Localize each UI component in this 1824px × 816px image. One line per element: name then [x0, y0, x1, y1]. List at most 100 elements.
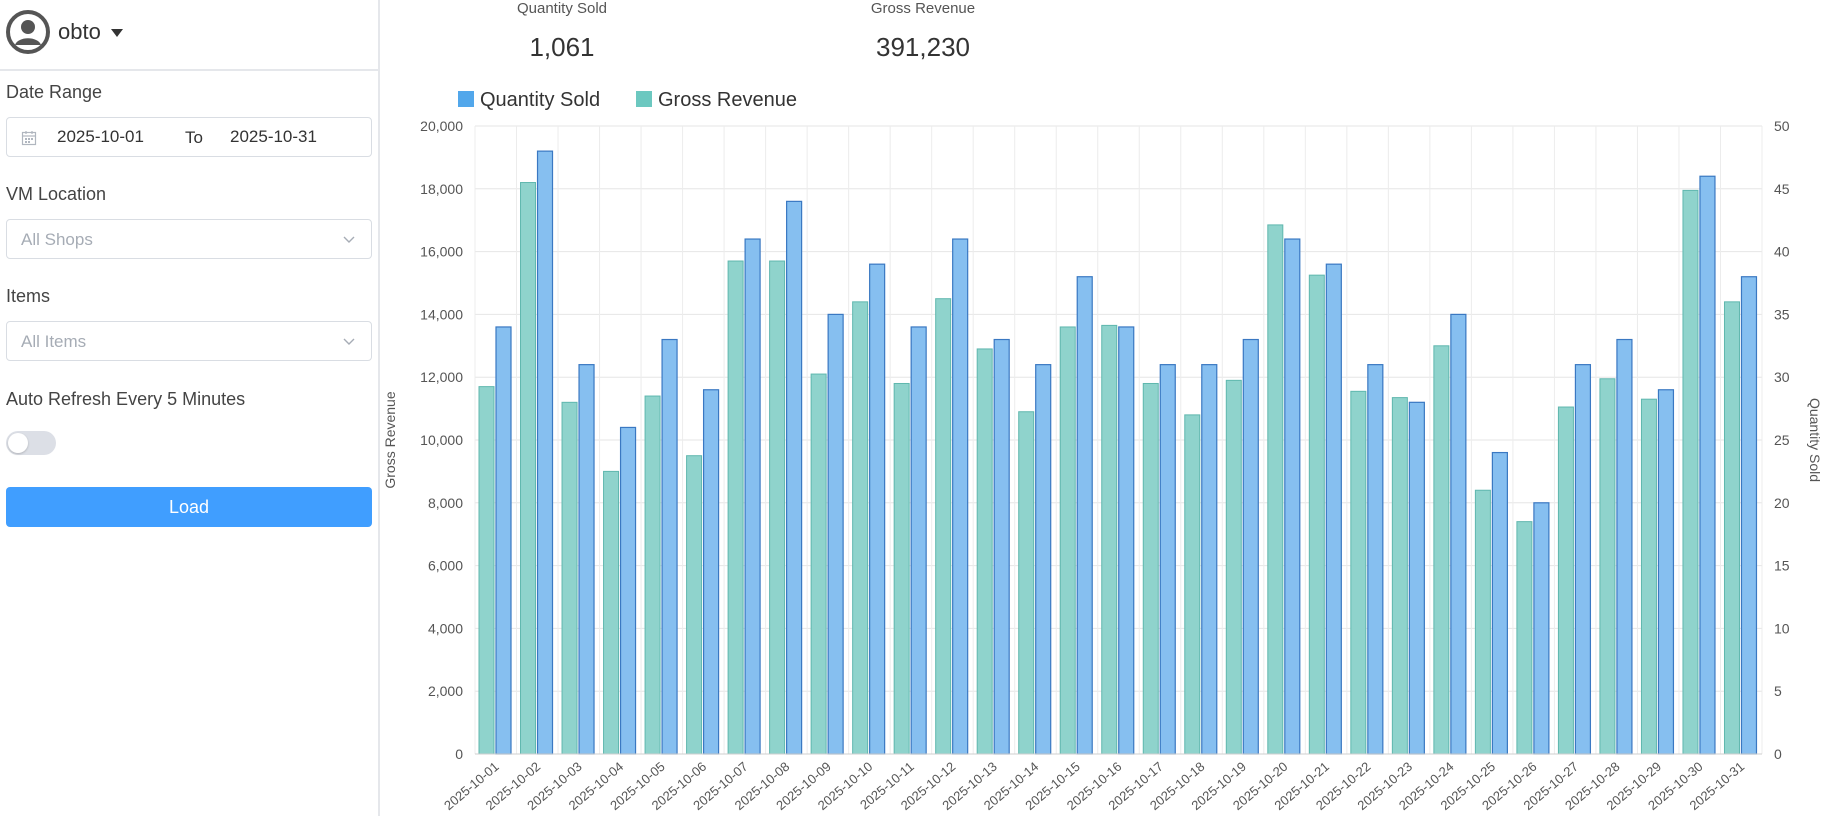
date-range-separator: To [185, 128, 203, 147]
right-tick-label: 10 [1774, 620, 1790, 636]
left-tick-label: 0 [455, 746, 463, 762]
left-tick-label: 20,000 [420, 118, 463, 134]
left-tick-label: 4,000 [428, 620, 463, 636]
revenue-bar [1516, 521, 1533, 755]
user-avatar-icon [6, 10, 50, 54]
quantity-bar [1657, 389, 1675, 755]
revenue-bar [1557, 406, 1574, 755]
calendar-icon [21, 131, 37, 146]
revenue-bar [1142, 382, 1159, 755]
quantity-bar [1076, 276, 1093, 755]
right-tick-label: 45 [1774, 181, 1790, 197]
date-from-input[interactable]: 2025-10-01 [57, 127, 144, 146]
quantity-bar [1201, 364, 1218, 755]
quantity-bar [1159, 364, 1176, 755]
quantity-bar [827, 313, 844, 755]
legend-label-revenue: Gross Revenue [658, 89, 797, 111]
revenue-bar [561, 401, 578, 755]
revenue-bar [1059, 326, 1076, 755]
caret-down-icon[interactable] [110, 29, 123, 37]
quantity-bar [1367, 364, 1384, 755]
revenue-bar [686, 455, 703, 755]
revenue-bar [893, 382, 910, 755]
quantity-bar [661, 338, 678, 755]
legend-label-quantity: Quantity Sold [480, 89, 600, 111]
auto-refresh-toggle[interactable] [6, 431, 56, 455]
revenue-bar [603, 470, 620, 755]
right-tick-label: 20 [1774, 495, 1790, 511]
revenue-bar [1599, 378, 1616, 755]
chevron-down-icon [343, 236, 355, 243]
revenue-bar [1267, 224, 1284, 755]
sidebar: obto Date Range 2025-10-01 To 2025-10-31… [0, 0, 380, 816]
quantity-bar [578, 364, 595, 755]
date-range-picker[interactable]: 2025-10-01 To 2025-10-31 [6, 117, 372, 157]
quantity-bar [1574, 364, 1592, 755]
items-placeholder: All Items [21, 332, 87, 351]
revenue-bar [852, 301, 869, 755]
vm-location-select[interactable]: All Shops [6, 219, 372, 259]
revenue-bar [1640, 398, 1657, 755]
user-menu[interactable]: obto [6, 10, 123, 54]
legend-swatch-revenue [636, 91, 652, 107]
revenue-bar [1474, 489, 1491, 755]
revenue-bar [1184, 414, 1201, 755]
quantity-bar [1325, 263, 1342, 755]
left-axis-title: Gross Revenue [382, 391, 398, 488]
revenue-bar [1018, 411, 1035, 755]
quantity-bar [1699, 175, 1716, 755]
quantity-bar [1491, 451, 1508, 755]
quantity-sold-stat-label: Quantity Sold [516, 0, 608, 17]
right-tick-label: 50 [1774, 118, 1790, 134]
right-tick-label: 15 [1774, 558, 1790, 574]
date-range-label: Date Range [6, 82, 103, 102]
right-tick-label: 5 [1774, 683, 1782, 699]
date-to-input[interactable]: 2025-10-31 [230, 127, 317, 146]
quantity-bar [1740, 276, 1758, 755]
quantity-bar [495, 326, 512, 755]
quantity-bar [1242, 338, 1259, 755]
right-tick-label: 0 [1774, 746, 1782, 762]
quantity-bar [1284, 238, 1301, 755]
left-tick-label: 8,000 [428, 495, 463, 511]
sales-chart: 0 2,000 4,000 6,000 8,000 10,000 12,000 14,000 1… [382, 89, 1823, 813]
gross-revenue-stat-value: 391,230 [876, 32, 970, 62]
revenue-bar [644, 395, 661, 755]
quantity-bar [910, 326, 927, 755]
toggle-knob [8, 433, 28, 453]
revenue-bar [810, 373, 827, 755]
items-select[interactable]: All Items [6, 321, 372, 361]
items-label: Items [6, 286, 51, 306]
revenue-bar [1308, 274, 1325, 755]
right-tick-label: 25 [1774, 432, 1790, 448]
gross-revenue-stat-label: Gross Revenue [870, 0, 976, 17]
load-button[interactable]: Load [6, 487, 372, 527]
revenue-bar [1225, 379, 1242, 755]
revenue-bar [727, 260, 744, 755]
quantity-bar [952, 238, 969, 755]
left-tick-label: 12,000 [420, 369, 463, 385]
revenue-bar [1101, 324, 1118, 755]
revenue-bar [1723, 301, 1740, 755]
quantity-bar [1533, 502, 1550, 755]
revenue-bar [1682, 189, 1699, 755]
left-tick-label: 16,000 [420, 244, 463, 260]
quantity-sold-stat-value: 1,061 [529, 32, 595, 62]
quantity-bar [536, 150, 554, 755]
revenue-bar [520, 182, 537, 755]
quantity-bar [1408, 401, 1425, 755]
left-tick-label: 18,000 [420, 181, 463, 197]
quantity-bar [619, 426, 637, 755]
right-tick-label: 40 [1774, 244, 1790, 260]
sidebar-divider [0, 69, 378, 71]
quantity-bar [1616, 338, 1633, 755]
revenue-bar [478, 386, 495, 755]
left-tick-label: 2,000 [428, 683, 463, 699]
revenue-bar [1433, 345, 1450, 755]
vm-location-label: VM Location [6, 184, 107, 204]
right-tick-label: 35 [1774, 306, 1790, 322]
revenue-bar [1350, 390, 1367, 755]
quantity-bar [702, 389, 720, 755]
quantity-bar [1035, 364, 1052, 755]
legend-swatch-quantity [458, 91, 474, 107]
